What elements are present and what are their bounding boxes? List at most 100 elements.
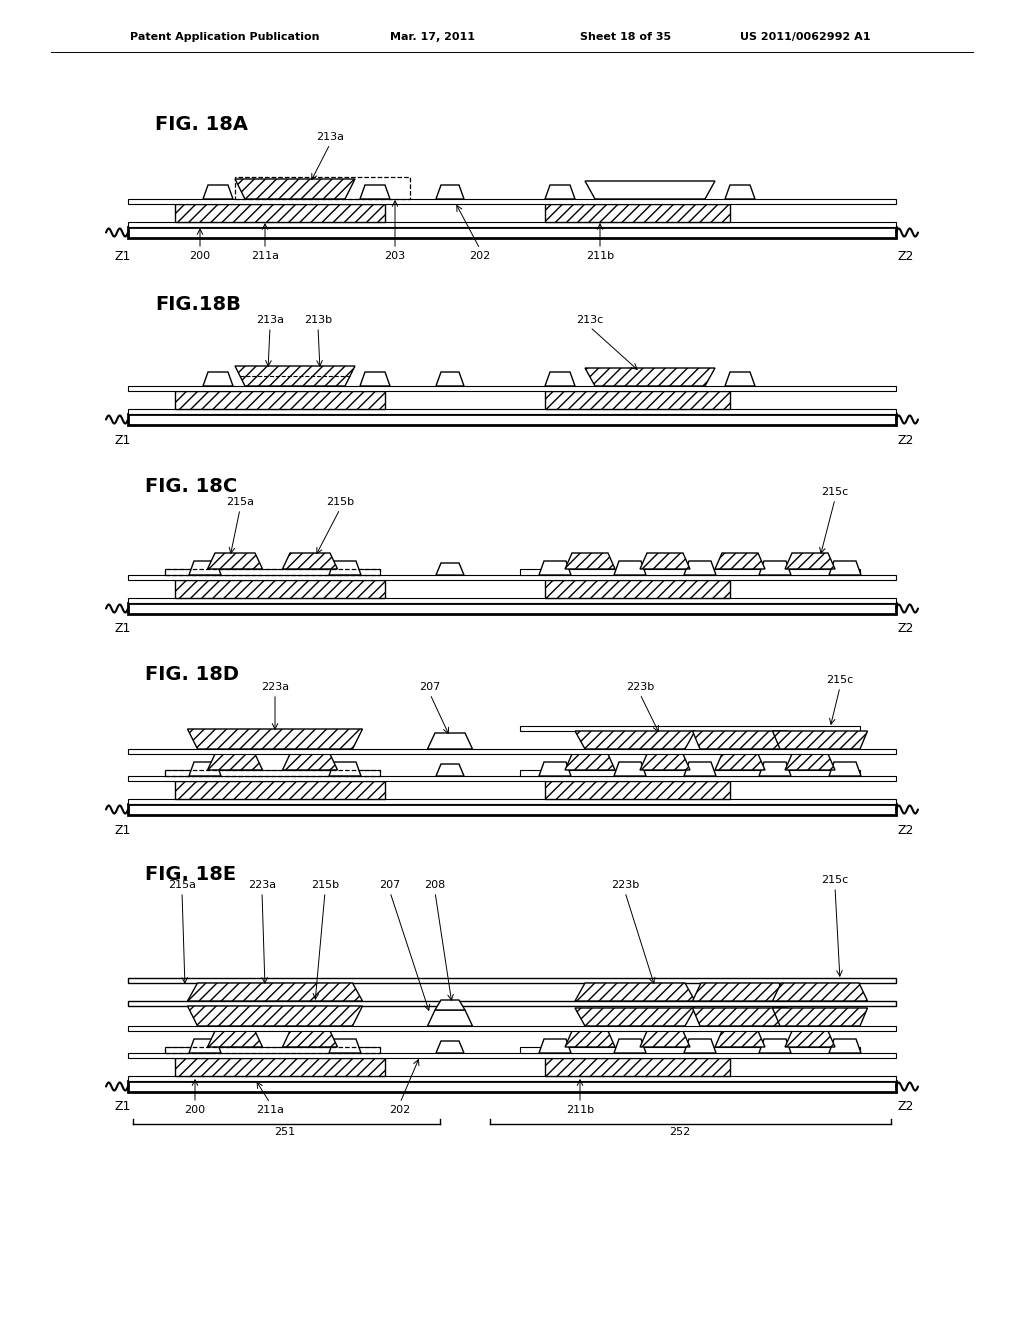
Polygon shape xyxy=(208,1031,262,1047)
Polygon shape xyxy=(436,564,464,576)
Bar xyxy=(128,227,896,238)
Bar xyxy=(545,391,730,409)
Polygon shape xyxy=(692,731,787,748)
Bar xyxy=(128,409,896,414)
Polygon shape xyxy=(785,1031,835,1047)
Polygon shape xyxy=(715,1031,765,1047)
Polygon shape xyxy=(759,1039,791,1053)
Polygon shape xyxy=(725,372,755,385)
Bar xyxy=(545,781,730,799)
Text: FIG.18B: FIG.18B xyxy=(155,296,241,314)
Bar xyxy=(128,799,896,804)
Text: 223b: 223b xyxy=(611,880,639,890)
Polygon shape xyxy=(283,553,338,569)
Text: 215a: 215a xyxy=(168,880,196,890)
Bar xyxy=(128,598,896,603)
Polygon shape xyxy=(436,185,464,199)
Polygon shape xyxy=(684,1039,716,1053)
Polygon shape xyxy=(575,983,695,1001)
Bar xyxy=(128,576,896,579)
Bar xyxy=(128,978,896,983)
Bar xyxy=(165,1047,380,1053)
Polygon shape xyxy=(187,983,362,1001)
Polygon shape xyxy=(614,1039,646,1053)
Text: 215c: 215c xyxy=(821,487,849,498)
Polygon shape xyxy=(585,368,715,385)
Text: FIG. 18D: FIG. 18D xyxy=(145,665,239,685)
Bar xyxy=(520,1047,860,1053)
Bar xyxy=(175,781,385,799)
Polygon shape xyxy=(187,729,362,748)
Text: 223a: 223a xyxy=(248,880,276,890)
Bar xyxy=(128,804,896,814)
Bar xyxy=(234,177,410,199)
Polygon shape xyxy=(208,754,262,770)
Text: Patent Application Publication: Patent Application Publication xyxy=(130,32,319,42)
Text: 202: 202 xyxy=(389,1105,411,1115)
Bar xyxy=(128,1076,896,1081)
Polygon shape xyxy=(189,762,221,776)
Polygon shape xyxy=(283,1031,338,1047)
Polygon shape xyxy=(614,561,646,576)
Polygon shape xyxy=(283,754,338,770)
Polygon shape xyxy=(203,185,233,199)
Polygon shape xyxy=(759,762,791,776)
Bar xyxy=(128,199,896,205)
Polygon shape xyxy=(725,185,755,199)
Text: FIG. 18E: FIG. 18E xyxy=(145,866,237,884)
Polygon shape xyxy=(203,372,233,385)
Polygon shape xyxy=(436,764,464,776)
Bar xyxy=(128,603,896,614)
Bar xyxy=(128,1053,896,1059)
Text: 252: 252 xyxy=(670,1127,690,1137)
Polygon shape xyxy=(539,762,571,776)
Text: 215c: 215c xyxy=(826,675,854,685)
Text: 207: 207 xyxy=(420,682,440,692)
Polygon shape xyxy=(545,185,575,199)
Bar xyxy=(165,770,380,776)
Polygon shape xyxy=(772,731,867,748)
Text: Z1: Z1 xyxy=(115,1101,131,1114)
Text: 215b: 215b xyxy=(311,880,339,890)
Text: US 2011/0062992 A1: US 2011/0062992 A1 xyxy=(740,32,870,42)
Bar xyxy=(165,770,380,776)
Polygon shape xyxy=(329,1039,361,1053)
Bar xyxy=(545,205,730,222)
Text: 213b: 213b xyxy=(304,315,332,325)
Text: Mar. 17, 2011: Mar. 17, 2011 xyxy=(390,32,475,42)
Polygon shape xyxy=(785,553,835,569)
Polygon shape xyxy=(427,1010,472,1026)
Bar xyxy=(175,391,385,409)
Text: 213c: 213c xyxy=(577,315,603,325)
Text: 211b: 211b xyxy=(586,251,614,261)
Bar xyxy=(175,205,385,222)
Polygon shape xyxy=(575,731,695,748)
Text: Z2: Z2 xyxy=(898,623,914,635)
Text: 251: 251 xyxy=(274,1127,296,1137)
Polygon shape xyxy=(692,1008,787,1026)
Text: Sheet 18 of 35: Sheet 18 of 35 xyxy=(580,32,671,42)
Text: 202: 202 xyxy=(469,251,490,261)
Bar xyxy=(165,1047,380,1053)
Polygon shape xyxy=(234,366,355,385)
Text: 207: 207 xyxy=(379,880,400,890)
Polygon shape xyxy=(829,561,861,576)
Polygon shape xyxy=(565,553,615,569)
Text: Z2: Z2 xyxy=(898,249,914,263)
Polygon shape xyxy=(565,1031,615,1047)
Text: Z1: Z1 xyxy=(115,433,131,446)
Text: 223b: 223b xyxy=(626,682,654,692)
Polygon shape xyxy=(692,983,787,1001)
Text: Z2: Z2 xyxy=(898,824,914,837)
Text: 213a: 213a xyxy=(316,132,344,143)
Polygon shape xyxy=(189,561,221,576)
Bar xyxy=(520,770,860,776)
Text: FIG. 18C: FIG. 18C xyxy=(145,478,238,496)
Polygon shape xyxy=(360,185,390,199)
Polygon shape xyxy=(759,561,791,576)
Text: 208: 208 xyxy=(424,880,445,890)
Bar xyxy=(520,569,860,576)
Polygon shape xyxy=(785,754,835,770)
Text: 211b: 211b xyxy=(566,1105,594,1115)
Bar xyxy=(128,1001,896,1006)
